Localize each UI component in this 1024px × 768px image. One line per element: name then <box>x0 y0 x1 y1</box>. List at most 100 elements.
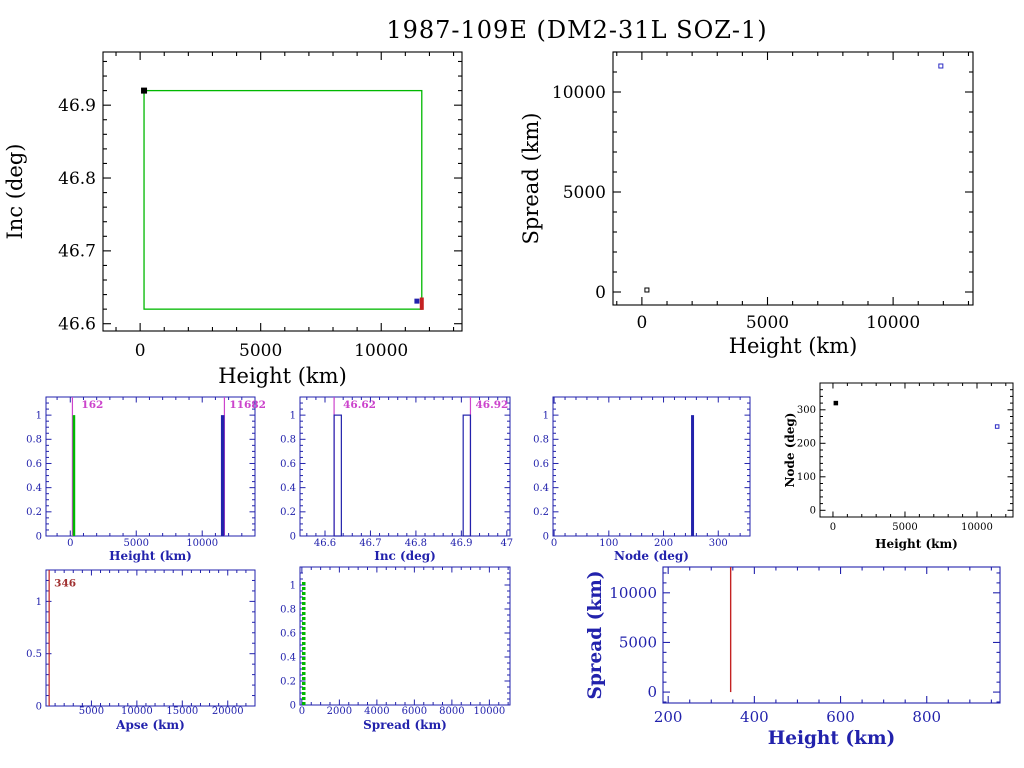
x-tick-label: 0 <box>551 538 557 549</box>
x-tick-label: 5000 <box>892 522 917 533</box>
figure-title: 1987-109E (DM2-31L SOZ-1) <box>386 16 768 44</box>
y-tick-label: 0.4 <box>280 652 296 663</box>
y-tick-label: 1 <box>290 411 296 422</box>
y-tick-label: 46.7 <box>58 242 96 262</box>
y-tick-label: 46.6 <box>58 314 96 334</box>
x-tick-label: 600 <box>826 708 855 726</box>
x-axis-label: Node (deg) <box>614 549 689 563</box>
x-axis-label: Height (km) <box>218 364 347 388</box>
y-tick-label: 0.8 <box>533 435 549 446</box>
y-tick-label: 46.9 <box>58 96 96 116</box>
x-tick-label: 100 <box>599 538 618 549</box>
y-tick-label: 5000 <box>563 183 606 203</box>
x-tick-label: 0 <box>135 341 146 361</box>
plot-inc-hist: 46.6 46.7 46.8 46.9 47 0 0.2 0.4 0.6 0.8 1 Inc (deg… <box>280 396 513 563</box>
y-tick-label: 1 <box>36 411 42 422</box>
y-tick-label: 0 <box>290 531 296 542</box>
x-tick-label: 46.8 <box>405 538 427 549</box>
orbit-bounds-rect <box>143 89 423 310</box>
x-axis-label: Height (km) <box>109 549 192 563</box>
x-tick-label: 5000 <box>124 538 149 549</box>
plot-frame <box>45 569 256 707</box>
y-tick-label: 0.8 <box>280 435 296 446</box>
y-tick-label: 0.2 <box>533 507 549 518</box>
point-high <box>994 424 1000 429</box>
bar-high <box>462 414 472 537</box>
x-tick-label: 10000 <box>186 538 218 549</box>
x-tick-label: 5000 <box>79 706 104 717</box>
plot-frame <box>45 396 256 537</box>
x-tick-label: 47 <box>500 538 513 549</box>
x-tick-label: 200 <box>654 708 683 726</box>
y-tick-label: 0 <box>810 506 816 517</box>
bar-low <box>333 414 342 537</box>
plot-frame <box>299 396 511 537</box>
x-axis-label: Inc (deg) <box>374 549 436 563</box>
plot-node-hist: 0 100 200 300 0 0.2 0.4 0.6 0.8 1 Node (deg) <box>533 396 751 563</box>
plot-spread-vs-height-zoom: 200 400 600 800 0 5000 10000 Height (km) Spread … <box>585 566 1001 749</box>
y-tick-label: 0.4 <box>533 483 549 494</box>
y-tick-label: 0.5 <box>26 649 42 660</box>
plot-frame <box>662 566 1001 704</box>
y-axis-label: Inc (deg) <box>3 144 27 240</box>
plot-spread-vs-height: 0 5000 10000 0 5000 10000 Height (km) Spread (k… <box>519 51 974 358</box>
annotation-162: 162 <box>81 399 103 411</box>
y-tick-label: 0.2 <box>280 676 296 687</box>
y-tick-label: 1 <box>290 580 296 591</box>
plot-frame <box>552 396 751 537</box>
y-tick-label: 0 <box>290 700 296 711</box>
x-tick-label: 5000 <box>746 313 789 333</box>
x-tick-label: 8000 <box>439 706 464 717</box>
y-tick-label: 10000 <box>609 584 657 602</box>
y-axis-label: Spread (km) <box>519 113 543 245</box>
plot-spread-hist: 0 2000 4000 6000 8000 10000 0 0.2 0.4 0.6 0.8 1 Spre… <box>280 566 511 732</box>
plot-node-vs-height: 0 5000 10000 0 100 200 300 Height (km) Node (deg… <box>783 382 1014 551</box>
annotation-4692: 46.92 <box>475 399 508 411</box>
plot-frame <box>299 566 511 706</box>
y-tick-label: 0.2 <box>26 507 42 518</box>
x-tick-label: 5000 <box>239 341 282 361</box>
y-tick-label: 10000 <box>552 83 606 103</box>
y-tick-label: 0 <box>647 683 657 701</box>
x-tick-label: 20000 <box>212 706 244 717</box>
x-tick-label: 300 <box>709 538 728 549</box>
x-tick-label: 0 <box>67 538 73 549</box>
y-tick-label: 0 <box>595 283 606 303</box>
y-axis-label: Node (deg) <box>783 413 797 488</box>
plot-inc-vs-height: 0 5000 10000 46.6 46.7 46.8 46.9 Height (km) Inc… <box>3 51 463 388</box>
x-axis-label: Spread (km) <box>363 718 447 732</box>
y-tick-label: 0 <box>543 531 549 542</box>
x-tick-label: 10000 <box>473 706 505 717</box>
y-tick-label: 100 <box>797 472 816 483</box>
x-axis-label: Height (km) <box>729 334 858 358</box>
annotation-346: 346 <box>54 578 76 590</box>
y-tick-label: 0.6 <box>26 459 42 470</box>
x-tick-label: 10000 <box>121 706 153 717</box>
plot-apse-hist: 5000 10000 15000 20000 0 0.5 1 Apse (km) 346 <box>26 569 256 732</box>
x-tick-label: 46.7 <box>359 538 381 549</box>
point-high <box>938 63 944 69</box>
x-tick-label: 15000 <box>166 706 198 717</box>
x-tick-label: 10000 <box>961 522 993 533</box>
plot-frame <box>819 382 1014 518</box>
plot-frame <box>612 51 974 306</box>
y-tick-label: 0.4 <box>280 483 296 494</box>
x-tick-label: 0 <box>299 706 305 717</box>
x-tick-label: 400 <box>740 708 769 726</box>
y-tick-label: 0 <box>36 701 42 712</box>
y-tick-label: 0.8 <box>26 435 42 446</box>
y-tick-label: 1 <box>36 597 42 608</box>
y-axis-label: Spread (km) <box>585 570 606 699</box>
x-tick-label: 0 <box>636 313 647 333</box>
y-tick-label: 200 <box>797 439 816 450</box>
point-initial <box>141 87 148 94</box>
y-tick-label: 5000 <box>619 634 657 652</box>
point-low <box>833 400 839 406</box>
y-tick-label: 0.6 <box>280 459 296 470</box>
annotation-11682: 11682 <box>229 399 266 411</box>
y-tick-label: 1 <box>543 411 549 422</box>
x-tick-label: 46.9 <box>450 538 472 549</box>
y-tick-label: 0.8 <box>280 604 296 615</box>
x-axis-label: Height (km) <box>768 728 896 749</box>
